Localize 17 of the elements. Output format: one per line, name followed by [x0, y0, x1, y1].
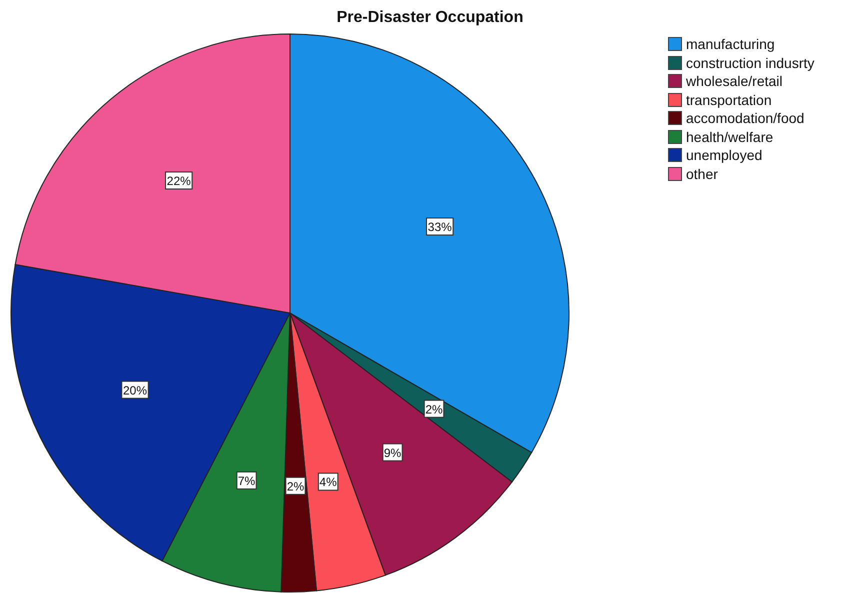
data-label: 2% — [286, 479, 304, 494]
data-label: 20% — [122, 383, 148, 398]
legend-label: wholesale/retail — [686, 72, 782, 90]
legend-label: health/welfare — [686, 128, 774, 146]
legend-label: other — [686, 164, 718, 183]
legend-label: construction indusrty — [686, 54, 814, 72]
legend-label: unemployed — [686, 146, 762, 164]
legend-label: accomodation/food — [686, 109, 804, 128]
data-label: 33% — [428, 220, 452, 234]
data-label: 2% — [425, 402, 444, 416]
data-label: 7% — [238, 474, 256, 488]
data-label: 4% — [319, 475, 338, 490]
data-label: 9% — [384, 446, 402, 460]
legend-label: manufacturing — [686, 35, 775, 54]
data-label: 22% — [166, 174, 192, 188]
legend-label: transportation — [686, 90, 772, 109]
chart-title: Pre-Disaster Occupation — [336, 9, 524, 27]
